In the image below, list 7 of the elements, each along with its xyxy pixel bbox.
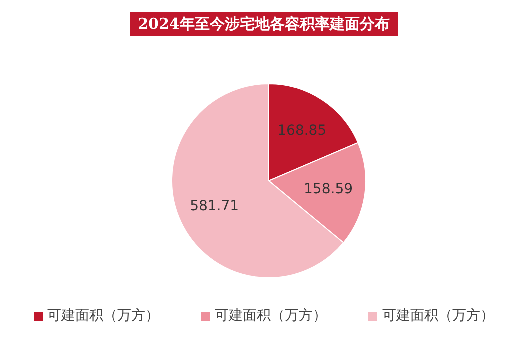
legend-label: 可建面积（万方） — [214, 307, 327, 325]
legend-label: 可建面积（万方） — [382, 307, 494, 325]
data-label: 581.71 — [190, 198, 240, 215]
legend-label: 可建面积（万方） — [48, 307, 160, 325]
chart-title: 2024年至今涉宅地各容积率建面分布 — [130, 12, 398, 36]
data-label: 158.59 — [304, 182, 354, 198]
data-label: 168.85 — [278, 122, 327, 139]
